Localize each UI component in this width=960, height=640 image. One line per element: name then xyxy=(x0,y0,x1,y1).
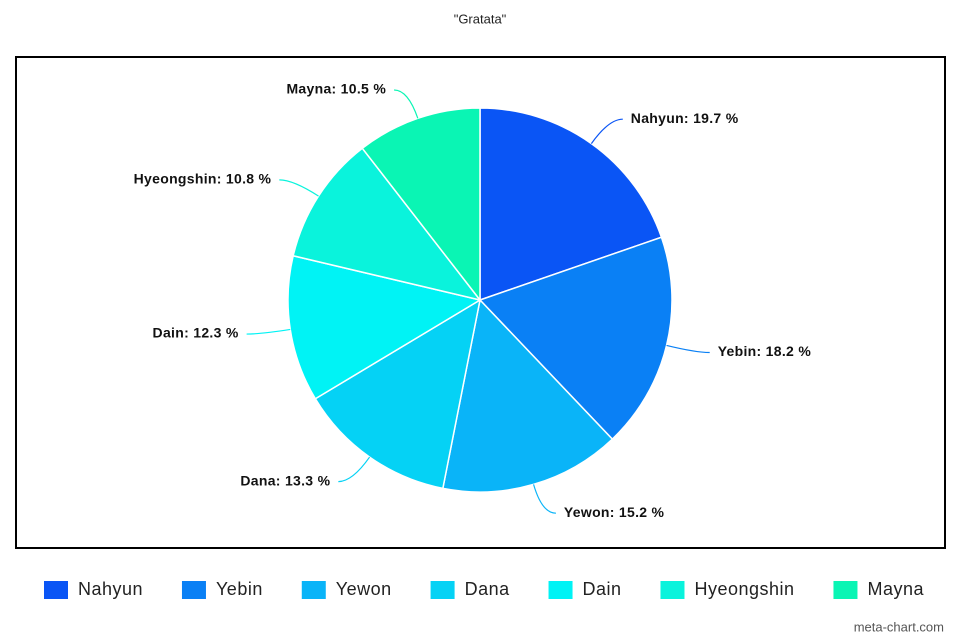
pie-slice xyxy=(314,298,482,490)
legend-label: Yebin xyxy=(216,579,263,599)
legend-label: Dain xyxy=(583,579,622,599)
pie-slice xyxy=(441,298,614,493)
leader-line xyxy=(338,456,371,483)
leader-line xyxy=(532,484,556,514)
legend-swatch xyxy=(548,581,573,599)
legend-swatch xyxy=(301,581,326,599)
slice-label: Nahyun: 19.7 % xyxy=(631,110,739,126)
legend-swatch xyxy=(44,581,68,599)
plot-frame xyxy=(15,56,946,549)
legend-swatch xyxy=(430,581,455,599)
leader-line xyxy=(666,344,710,354)
legend-label: Hyeongshin xyxy=(694,579,794,599)
legend-label: Dana xyxy=(465,579,511,599)
slice-label: Yebin: 18.2 % xyxy=(718,343,812,359)
slice-label: Yewon: 15.2 % xyxy=(564,504,665,520)
pie-slice xyxy=(479,107,663,302)
slice-label: Mayna: 10.5 % xyxy=(286,81,386,97)
slice-label: Hyeongshin: 10.8 % xyxy=(134,171,272,187)
legend-label: Nahyun xyxy=(78,579,143,599)
legend-swatch xyxy=(660,581,685,599)
leader-line xyxy=(394,89,419,119)
legend-swatch xyxy=(833,581,858,599)
leader-line xyxy=(279,179,319,197)
slice-label: Dana: 13.3 % xyxy=(240,472,330,488)
watermark: meta-chart.com xyxy=(854,619,944,634)
leader-line xyxy=(590,118,623,144)
pie-slice xyxy=(287,254,482,400)
leader-line xyxy=(246,328,291,335)
slice-label: Dain: 12.3 % xyxy=(153,325,239,341)
pie-slice xyxy=(478,236,673,441)
chart-title: "Gratata" xyxy=(454,11,507,26)
pie-slice xyxy=(361,107,481,303)
legend-label: Mayna xyxy=(867,579,924,599)
legend-swatch xyxy=(181,581,206,599)
legend-label: Yewon xyxy=(336,579,392,599)
